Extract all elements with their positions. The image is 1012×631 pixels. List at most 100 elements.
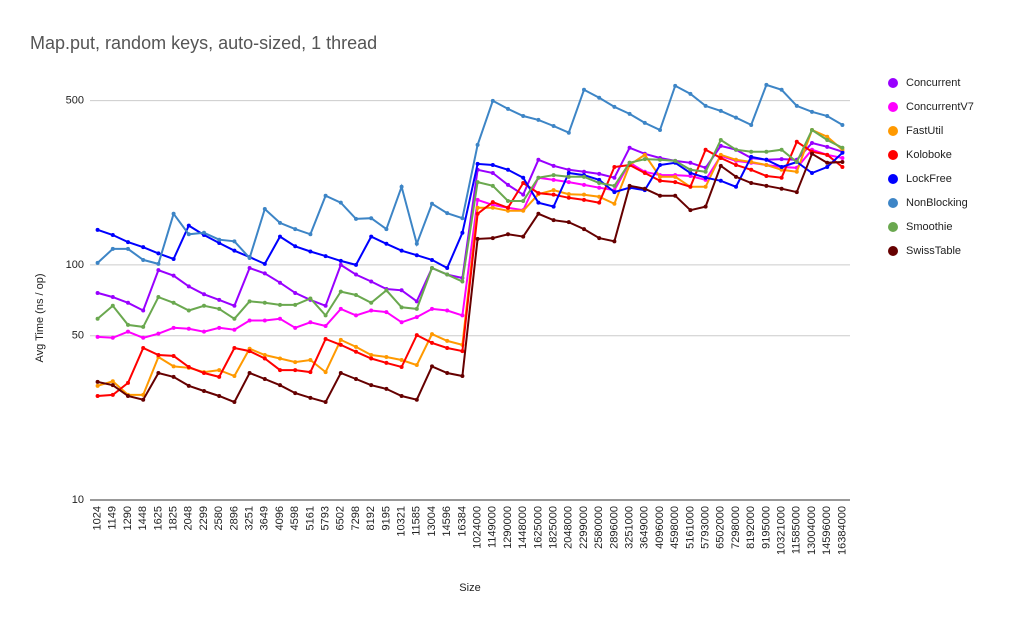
data-point	[642, 152, 647, 157]
x-tick-label: 9195	[380, 506, 392, 530]
data-point	[673, 158, 678, 163]
data-point	[582, 174, 586, 179]
data-point	[171, 273, 176, 278]
data-point	[384, 386, 389, 391]
data-point	[217, 374, 222, 379]
y-tick-label: 500	[66, 95, 84, 107]
data-point	[384, 288, 389, 293]
data-point	[126, 380, 130, 385]
data-point	[475, 236, 480, 241]
data-point	[810, 151, 814, 156]
data-point	[460, 313, 465, 318]
data-point	[247, 370, 252, 375]
data-point	[232, 248, 237, 253]
data-point	[612, 190, 617, 195]
data-point	[627, 183, 632, 188]
data-point	[369, 356, 374, 361]
data-point	[338, 342, 343, 347]
data-point	[323, 193, 328, 198]
data-point	[308, 249, 313, 254]
x-tick-label: 6502	[335, 506, 347, 530]
data-point	[369, 308, 374, 313]
data-point	[399, 358, 404, 363]
data-point	[718, 178, 723, 183]
data-point	[658, 163, 662, 168]
data-point	[551, 204, 556, 209]
data-point	[262, 300, 267, 305]
data-point	[399, 305, 404, 310]
data-point	[506, 106, 510, 111]
data-point	[445, 266, 450, 271]
x-tick-label: 10321	[396, 506, 408, 537]
data-point	[110, 392, 115, 397]
data-point	[445, 308, 450, 313]
data-point	[703, 169, 708, 174]
data-point	[430, 340, 434, 345]
data-point	[156, 370, 161, 375]
data-point	[673, 193, 678, 198]
data-point	[490, 98, 495, 103]
data-point	[217, 368, 222, 373]
x-tick-label: 6502000	[715, 506, 727, 549]
series-line	[97, 152, 844, 270]
data-point	[95, 316, 100, 321]
data-point	[171, 374, 176, 379]
data-point	[779, 157, 784, 162]
legend-label: LockFree	[906, 173, 952, 185]
data-point	[126, 240, 130, 245]
data-point	[354, 377, 358, 382]
legend-marker	[888, 150, 898, 160]
data-point	[278, 234, 282, 239]
data-point	[369, 279, 374, 284]
data-point	[460, 230, 465, 235]
data-point	[399, 393, 404, 398]
data-point	[171, 211, 176, 216]
data-point	[703, 103, 708, 108]
data-point	[445, 346, 450, 351]
data-point	[794, 160, 799, 165]
data-point	[582, 192, 586, 197]
data-point	[521, 181, 526, 186]
data-point	[110, 295, 115, 300]
data-point	[658, 174, 662, 179]
data-point	[217, 297, 222, 302]
data-point	[430, 364, 434, 369]
data-point	[369, 216, 374, 221]
x-axis-title: Size	[459, 582, 480, 594]
x-tick-label: 1024000	[472, 506, 484, 549]
data-point	[247, 349, 252, 354]
data-point	[110, 303, 115, 308]
data-point	[126, 300, 130, 305]
data-point	[551, 188, 556, 193]
data-point	[506, 182, 510, 187]
data-point	[338, 200, 343, 205]
x-tick-label: 1625	[152, 506, 164, 530]
data-point	[126, 393, 130, 398]
data-point	[551, 192, 556, 197]
x-tick-label: 1448	[137, 506, 149, 530]
data-point	[156, 268, 161, 273]
series-line	[96, 128, 843, 328]
data-point	[536, 157, 541, 162]
x-tick-label: 14596	[441, 506, 453, 537]
series-line	[96, 83, 843, 266]
data-point	[278, 356, 282, 361]
data-point	[688, 173, 693, 178]
data-point	[612, 104, 617, 109]
x-tick-label: 1149	[107, 506, 119, 530]
data-point	[430, 266, 434, 271]
data-point	[414, 241, 419, 246]
data-point	[171, 256, 176, 261]
data-point	[627, 145, 632, 150]
data-point	[536, 191, 541, 196]
data-point	[703, 204, 708, 209]
data-point	[369, 352, 374, 357]
data-point	[734, 157, 738, 162]
data-point	[384, 360, 389, 365]
legend-marker	[888, 246, 898, 256]
data-point	[673, 180, 678, 185]
x-tick-label: 11585000	[791, 506, 803, 554]
data-point	[779, 164, 784, 169]
data-point	[323, 337, 328, 342]
data-point	[612, 201, 617, 206]
